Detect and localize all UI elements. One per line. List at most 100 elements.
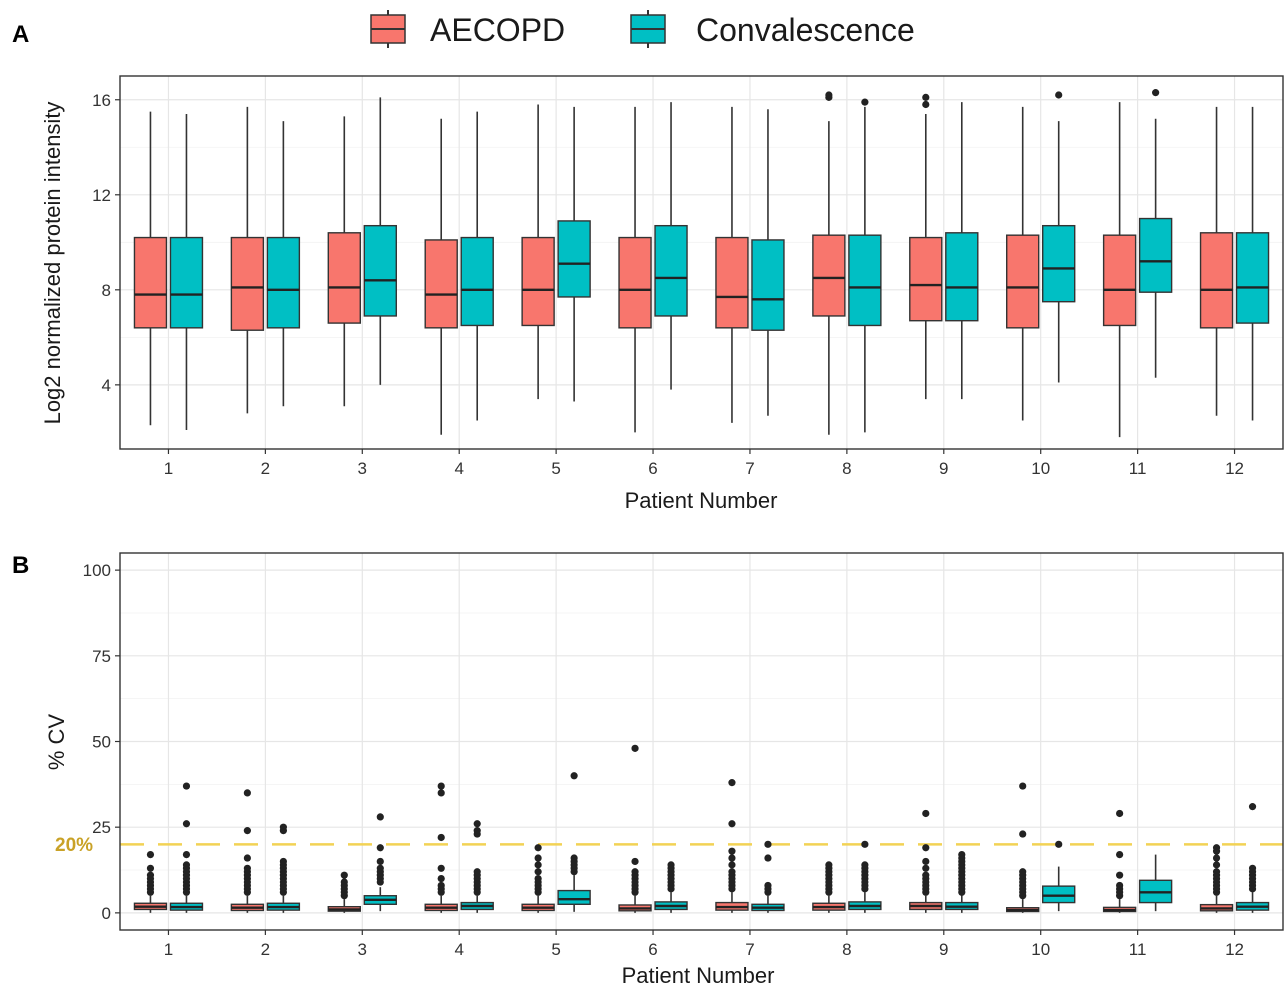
box-convalescence-patient-5 bbox=[557, 772, 591, 912]
box-iqr bbox=[424, 239, 458, 329]
box-convalescence-patient-11 bbox=[1138, 854, 1173, 912]
outlier-point bbox=[825, 861, 833, 869]
box-iqr bbox=[133, 236, 168, 329]
outlier-point bbox=[728, 861, 736, 869]
box-convalescence-patient-10 bbox=[1042, 840, 1076, 912]
box-iqr bbox=[363, 224, 397, 317]
outlier-point bbox=[922, 864, 930, 872]
plot-area bbox=[120, 76, 1283, 449]
outlier-point bbox=[631, 857, 639, 866]
y-tick-label: 50 bbox=[92, 733, 111, 752]
outlier-point bbox=[534, 874, 542, 883]
outlier-point bbox=[825, 91, 833, 99]
y-tick-label: 75 bbox=[92, 647, 111, 666]
box-aecopd-patient-2 bbox=[230, 789, 265, 913]
box-aecopd-patient-5 bbox=[521, 844, 555, 913]
box-convalescence-patient-9 bbox=[945, 102, 979, 400]
outlier-point bbox=[534, 844, 542, 852]
outlier-point bbox=[182, 851, 191, 859]
outlier-point bbox=[376, 813, 384, 821]
outlier-point bbox=[1019, 782, 1027, 790]
box-convalescence-patient-5 bbox=[557, 106, 591, 402]
legend-label-convalescence: Convalescence bbox=[696, 12, 915, 48]
x-tick-label: 8 bbox=[842, 940, 851, 959]
box-aecopd-patient-12 bbox=[1199, 106, 1234, 416]
x-tick-label: 6 bbox=[648, 459, 657, 478]
outlier-point bbox=[764, 854, 772, 862]
box-iqr bbox=[654, 224, 688, 317]
outlier-point bbox=[631, 868, 639, 876]
box-aecopd-patient-6 bbox=[618, 744, 652, 913]
outlier-point bbox=[1116, 881, 1124, 890]
panel-a-x-axis-title: Patient Number bbox=[625, 488, 778, 513]
outlier-point bbox=[1116, 871, 1124, 879]
box-aecopd-patient-10 bbox=[1006, 782, 1040, 913]
reference-line-label: 20% bbox=[55, 835, 93, 856]
x-tick-label: 1 bbox=[164, 940, 173, 959]
outlier-point bbox=[146, 851, 155, 859]
panel-letter-b: B bbox=[12, 552, 29, 579]
box-iqr bbox=[1235, 232, 1270, 324]
outlier-point bbox=[958, 851, 966, 859]
x-tick-label: 4 bbox=[454, 459, 463, 478]
outlier-point bbox=[1055, 91, 1063, 99]
outlier-point bbox=[534, 854, 542, 862]
box-aecopd-patient-9 bbox=[909, 93, 943, 400]
box-aecopd-patient-8 bbox=[812, 861, 846, 913]
x-tick-label: 2 bbox=[261, 459, 270, 478]
outlier-point bbox=[243, 864, 251, 872]
box-iqr bbox=[460, 236, 494, 327]
box-iqr bbox=[557, 889, 591, 905]
x-tick-label: 11 bbox=[1129, 459, 1147, 478]
outlier-point bbox=[437, 833, 445, 842]
legend-item-convalescence: Convalescence bbox=[630, 10, 915, 48]
outlier-point bbox=[922, 809, 930, 818]
x-tick-label: 10 bbox=[1031, 940, 1050, 959]
y-tick-label: 16 bbox=[92, 91, 111, 110]
outlier-point bbox=[437, 864, 445, 872]
box-iqr bbox=[1199, 232, 1234, 329]
outlier-point bbox=[922, 871, 930, 879]
box-iqr bbox=[812, 234, 846, 317]
x-tick-label: 5 bbox=[551, 459, 560, 478]
y-tick-label: 0 bbox=[102, 904, 111, 923]
panel-b-x-axis-title: Patient Number bbox=[622, 963, 775, 988]
y-tick-label: 4 bbox=[102, 376, 111, 395]
x-tick-label: 11 bbox=[1129, 940, 1147, 959]
box-iqr bbox=[1042, 885, 1076, 904]
box-iqr bbox=[557, 220, 591, 298]
x-tick-label: 9 bbox=[939, 459, 948, 478]
box-iqr bbox=[945, 232, 979, 322]
box-iqr bbox=[715, 236, 749, 329]
box-convalescence-patient-8 bbox=[848, 840, 882, 913]
outlier-point bbox=[437, 782, 445, 790]
outlier-point bbox=[473, 868, 481, 876]
outlier-point bbox=[1019, 868, 1027, 876]
outlier-point bbox=[1248, 864, 1257, 872]
box-iqr bbox=[1102, 234, 1137, 327]
box-aecopd-patient-11 bbox=[1102, 102, 1137, 438]
box-iqr bbox=[266, 236, 301, 329]
outlier-point bbox=[376, 864, 384, 872]
outlier-point bbox=[1212, 854, 1221, 862]
x-tick-label: 9 bbox=[939, 940, 948, 959]
box-aecopd-patient-1 bbox=[133, 851, 168, 913]
outlier-point bbox=[922, 844, 930, 852]
box-convalescence-patient-6 bbox=[654, 861, 688, 913]
outlier-point bbox=[570, 854, 578, 862]
outlier-point bbox=[861, 861, 869, 869]
outlier-point bbox=[728, 854, 736, 862]
outlier-point bbox=[861, 840, 869, 848]
box-convalescence-patient-8 bbox=[848, 98, 882, 433]
box-convalescence-patient-3 bbox=[363, 813, 397, 912]
outlier-point bbox=[1248, 803, 1257, 811]
box-aecopd-patient-12 bbox=[1199, 844, 1234, 913]
x-tick-label: 2 bbox=[261, 940, 270, 959]
outlier-point bbox=[922, 857, 930, 866]
box-convalescence-patient-7 bbox=[751, 840, 785, 913]
box-aecopd-patient-5 bbox=[521, 104, 555, 400]
box-aecopd-patient-2 bbox=[230, 106, 265, 414]
outlier-point bbox=[473, 827, 481, 835]
